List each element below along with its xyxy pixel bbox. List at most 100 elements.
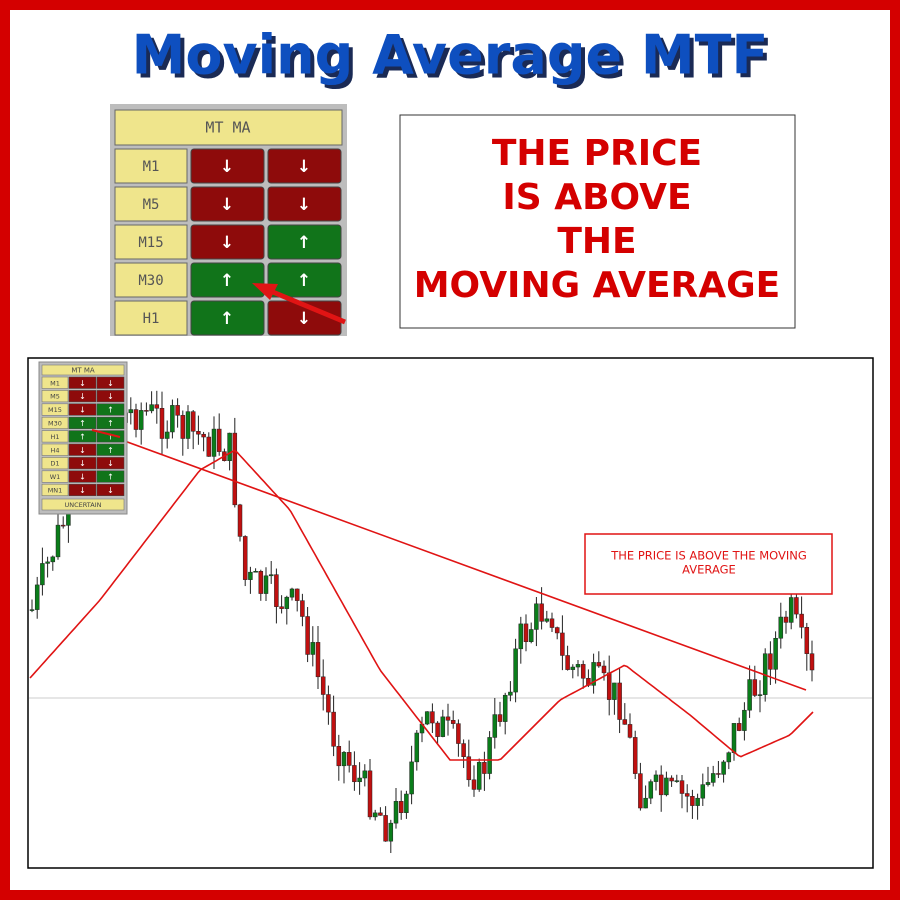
chart-box xyxy=(27,357,874,869)
mini-cell xyxy=(68,390,97,403)
mini-cell xyxy=(96,376,125,389)
candle-body xyxy=(154,404,160,409)
candle-body xyxy=(799,613,804,628)
candle-body xyxy=(534,603,539,630)
candle-body xyxy=(435,722,440,737)
candle-body xyxy=(627,724,633,738)
panel-row-label-bg xyxy=(114,262,188,298)
candle-body xyxy=(466,756,472,781)
candle-body xyxy=(201,433,206,438)
candle-body xyxy=(518,623,524,650)
candle-body xyxy=(352,765,357,783)
mini-arrow: ↑ xyxy=(107,419,114,428)
candle-body xyxy=(773,637,778,670)
candle-body xyxy=(612,682,617,700)
panel-row-label: M15 xyxy=(138,235,163,251)
candle-body xyxy=(268,574,274,577)
panel-arrow: ↓ xyxy=(220,157,234,177)
panel-arrow: ↑ xyxy=(220,271,234,291)
candle-body xyxy=(726,752,732,763)
candle-body xyxy=(445,716,451,721)
candle-body xyxy=(279,606,284,609)
mini-arrow: ↓ xyxy=(107,379,114,388)
mini-cell xyxy=(68,457,97,470)
candle-body xyxy=(170,405,175,433)
mini-row-label: M1 xyxy=(50,379,60,387)
candle-body xyxy=(736,723,742,731)
mini-arrow: ↓ xyxy=(79,406,86,415)
candle-body xyxy=(289,588,295,598)
candle-body xyxy=(206,436,212,457)
candle-body xyxy=(575,664,581,668)
candle-body xyxy=(560,632,565,656)
candle-body xyxy=(528,629,534,642)
candle-body xyxy=(664,777,669,796)
panel-arrow: ↓ xyxy=(220,195,234,215)
mini-row-label: W1 xyxy=(50,473,61,481)
candle-body xyxy=(508,691,513,696)
candle-body xyxy=(502,694,508,722)
panel-row-label-bg xyxy=(114,300,188,336)
candle-body xyxy=(653,774,659,782)
candle-body xyxy=(336,746,342,767)
candle-body xyxy=(388,822,394,842)
candle-body xyxy=(357,777,362,783)
candle-body xyxy=(591,662,596,686)
mini-arrow: ↓ xyxy=(79,459,86,468)
pointer-arrow-head xyxy=(252,283,278,300)
candles xyxy=(29,390,815,854)
candle-body xyxy=(263,575,269,594)
panel-row-label-bg xyxy=(114,148,188,184)
mini-row-label: M5 xyxy=(50,393,60,401)
candle-body xyxy=(544,618,550,622)
callout-line: MOVING AVERAGE xyxy=(414,265,781,306)
candle-body xyxy=(674,780,680,782)
mini-row-label: M15 xyxy=(48,406,62,414)
title: Moving Average MTF xyxy=(132,24,769,87)
candle-body xyxy=(606,672,612,700)
candle-body xyxy=(487,737,492,774)
candle-body xyxy=(705,782,711,785)
callout-line: THE PRICE xyxy=(492,133,702,174)
candle-body xyxy=(700,784,706,799)
candle-body xyxy=(450,720,456,724)
candle-body xyxy=(378,812,383,816)
panel-cell xyxy=(267,148,342,184)
candle-body xyxy=(658,774,664,796)
panel-arrow: ↓ xyxy=(297,309,311,329)
mini-header-text: MT MA xyxy=(71,367,95,375)
candle-body xyxy=(180,415,186,439)
candle-body xyxy=(471,779,477,790)
mini-row-label-bg xyxy=(41,416,69,430)
candle-body xyxy=(383,815,388,842)
mini-row-label: H1 xyxy=(50,433,59,441)
candle-body xyxy=(580,664,586,679)
panel-cell xyxy=(190,224,265,260)
candle-body xyxy=(149,404,154,412)
candle-body xyxy=(778,616,784,639)
panel-arrow: ↓ xyxy=(297,157,311,177)
candle-body xyxy=(216,428,222,452)
candle-body xyxy=(809,653,815,671)
panel-row-label: M1 xyxy=(143,159,160,175)
candle-body xyxy=(190,411,196,432)
candle-body xyxy=(362,770,368,779)
candle-body xyxy=(133,409,139,430)
chart-annotation-line: THE PRICE IS ABOVE THE MOVING xyxy=(610,549,807,563)
panel-row-label: M30 xyxy=(138,273,163,289)
candle-body xyxy=(248,571,253,580)
mini-cell xyxy=(68,443,97,456)
candle-body xyxy=(232,432,238,506)
candle-body xyxy=(346,752,352,766)
candle-body xyxy=(788,597,794,623)
candle-body xyxy=(414,732,420,763)
candle-body xyxy=(320,676,326,695)
candle-body xyxy=(601,665,607,674)
candle-body xyxy=(747,679,752,711)
candle-body xyxy=(804,627,810,654)
mini-cell xyxy=(96,430,125,443)
candle-body xyxy=(632,737,638,774)
mini-row-label-bg xyxy=(41,483,69,497)
candle-body xyxy=(258,570,264,594)
